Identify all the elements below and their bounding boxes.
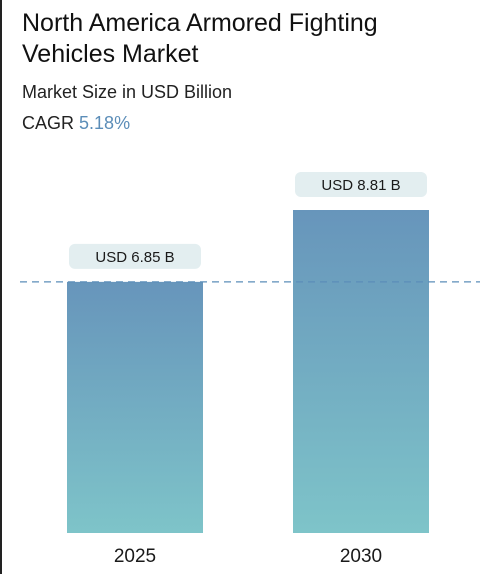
bar-2030 xyxy=(293,210,429,533)
bars-layer xyxy=(67,210,429,533)
cagr-value: 5.18% xyxy=(79,113,131,133)
bar-2025 xyxy=(67,281,203,533)
x-tick-label-2030: 2030 xyxy=(340,546,382,567)
x-tick-label-2025: 2025 xyxy=(114,546,156,567)
chart-subtitle: Market Size in USD Billion xyxy=(22,82,233,102)
left-border xyxy=(0,0,2,574)
data-label-bg-2030 xyxy=(295,172,427,197)
chart-title: North America Armored Fighting Vehicles … xyxy=(22,9,378,68)
data-label-2025: USD 6.85 B xyxy=(95,249,174,266)
cagr-label: CAGR xyxy=(22,113,75,133)
cagr-line: CAGR 5.18% xyxy=(22,111,130,135)
data-label-2030: USD 8.81 B xyxy=(321,177,400,194)
data-label-bg-2025 xyxy=(69,243,201,269)
labels-layer: USD 6.85 B 2025 USD 8.81 B 2030 xyxy=(69,172,427,567)
